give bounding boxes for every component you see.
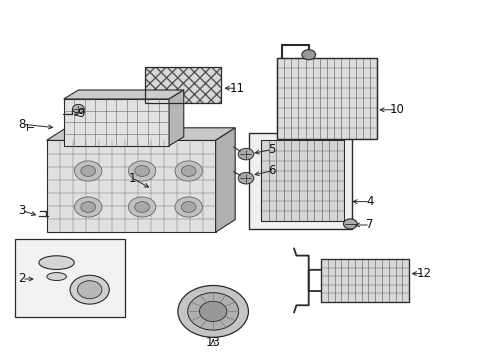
Text: 13: 13: [206, 336, 220, 349]
Circle shape: [74, 161, 102, 181]
Circle shape: [77, 281, 102, 299]
Text: 8: 8: [18, 118, 26, 131]
Circle shape: [135, 202, 149, 212]
Bar: [277, 58, 377, 139]
Circle shape: [81, 166, 96, 176]
Circle shape: [74, 197, 102, 217]
Polygon shape: [64, 99, 169, 146]
Text: 11: 11: [230, 82, 245, 95]
Text: 7: 7: [366, 219, 374, 231]
Ellipse shape: [39, 256, 74, 270]
Text: 10: 10: [390, 103, 404, 116]
Circle shape: [181, 166, 196, 176]
Bar: [277, 58, 377, 139]
Text: 4: 4: [366, 195, 374, 208]
Text: 9: 9: [77, 107, 85, 120]
Circle shape: [128, 197, 156, 217]
Bar: [321, 259, 409, 302]
Circle shape: [188, 293, 239, 330]
Bar: [261, 140, 344, 221]
Bar: [145, 67, 220, 103]
Polygon shape: [47, 140, 216, 232]
Text: 1: 1: [128, 172, 136, 185]
Circle shape: [302, 50, 316, 60]
Circle shape: [128, 161, 156, 181]
Polygon shape: [64, 90, 184, 99]
Polygon shape: [216, 128, 235, 232]
Text: 5: 5: [268, 143, 276, 156]
Circle shape: [73, 104, 84, 113]
Circle shape: [238, 172, 254, 184]
Ellipse shape: [47, 273, 67, 280]
Polygon shape: [169, 90, 184, 146]
Bar: [261, 140, 344, 221]
Circle shape: [343, 219, 357, 229]
Circle shape: [199, 301, 227, 321]
Polygon shape: [47, 128, 235, 140]
Text: 6: 6: [268, 165, 276, 177]
Circle shape: [181, 202, 196, 212]
Circle shape: [238, 148, 254, 160]
Circle shape: [135, 166, 149, 176]
Bar: [145, 67, 220, 103]
Circle shape: [81, 202, 96, 212]
Bar: [249, 133, 352, 229]
Text: 3: 3: [18, 204, 26, 217]
Text: 12: 12: [416, 267, 431, 280]
Bar: [321, 259, 409, 302]
Circle shape: [175, 161, 202, 181]
Circle shape: [70, 275, 109, 304]
Bar: [15, 239, 125, 317]
Circle shape: [178, 285, 248, 337]
Circle shape: [175, 197, 202, 217]
Text: 2: 2: [18, 273, 26, 285]
